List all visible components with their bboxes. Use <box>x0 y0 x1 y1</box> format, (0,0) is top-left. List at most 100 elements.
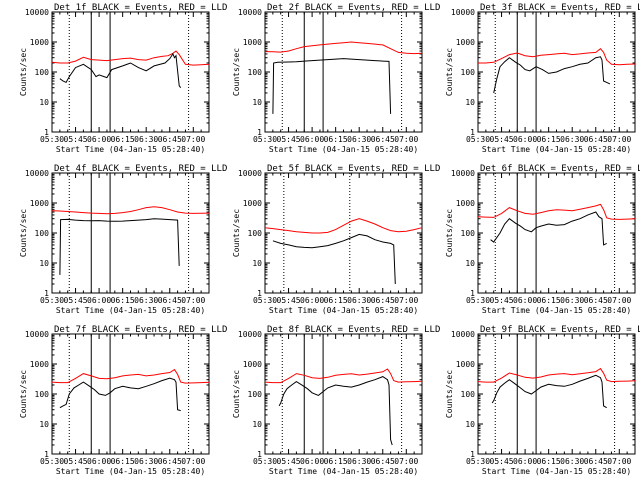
y-tick-label: 100 <box>248 229 263 238</box>
y-tick-label: 1000 <box>456 199 475 208</box>
events-series-line <box>493 56 611 94</box>
x-tick-label: 06:45 <box>371 135 395 144</box>
y-tick-label: 10 <box>465 259 475 268</box>
x-axis-label: Start Time (04-Jan-15 05:28:40) <box>482 467 631 476</box>
x-tick-label: 05:45 <box>277 296 301 305</box>
y-axis-label: Counts/sec <box>232 209 241 257</box>
x-tick-label: 05:45 <box>277 457 301 466</box>
y-axis-label: Counts/sec <box>445 370 454 418</box>
x-tick-label: 06:45 <box>584 135 608 144</box>
y-tick-label: 10 <box>252 420 262 429</box>
x-tick-label: 06:15 <box>111 457 135 466</box>
x-axis-label: Start Time (04-Jan-15 05:28:40) <box>269 467 418 476</box>
y-tick-label: 10 <box>465 98 475 107</box>
x-tick-label: 06:00 <box>87 135 111 144</box>
events-series-line <box>59 52 182 88</box>
x-tick-label: 06:30 <box>347 296 371 305</box>
x-tick-label: 06:00 <box>513 457 537 466</box>
events-series-line <box>490 211 607 246</box>
x-tick-label: 06:45 <box>584 457 608 466</box>
lld-series-line <box>478 48 636 66</box>
y-tick-label: 1 <box>44 289 49 298</box>
x-tick-label: 05:45 <box>277 135 301 144</box>
x-axis-label: Start Time (04-Jan-15 05:28:40) <box>269 145 418 154</box>
x-tick-label: 07:00 <box>181 135 205 144</box>
plot-frame <box>264 11 423 133</box>
panel-title: Det 5f BLACK = Events, RED = LLD <box>267 164 440 174</box>
x-tick-label: 05:45 <box>490 296 514 305</box>
events-series-line <box>272 233 396 285</box>
x-tick-label: 05:45 <box>64 296 88 305</box>
x-tick-label: 06:30 <box>347 135 371 144</box>
lld-series-line <box>51 206 210 215</box>
x-axis-label: Start Time (04-Jan-15 05:28:40) <box>56 145 205 154</box>
x-tick-label: 06:15 <box>111 296 135 305</box>
y-tick-label: 1000 <box>30 360 49 369</box>
x-tick-label: 06:45 <box>158 296 182 305</box>
lld-series-line <box>51 368 210 384</box>
y-tick-label: 1000 <box>30 38 49 47</box>
y-tick-label: 10 <box>39 259 49 268</box>
panel-9: Det 9f BLACK = Events, RED = LLD 1 10 100 10… <box>445 325 640 476</box>
x-tick-label: 07:00 <box>607 457 631 466</box>
x-tick-label: 05:30 <box>466 296 490 305</box>
lld-series-line <box>264 368 423 384</box>
y-tick-label: 10000 <box>238 330 262 339</box>
plot-frame <box>477 172 636 294</box>
x-tick-label: 06:15 <box>537 135 561 144</box>
x-tick-label: 05:30 <box>466 135 490 144</box>
y-tick-label: 100 <box>35 68 50 77</box>
panel-title: Det 9f BLACK = Events, RED = LLD <box>480 325 640 335</box>
y-tick-label: 1 <box>44 450 49 459</box>
x-tick-label: 07:00 <box>181 296 205 305</box>
lld-series-line <box>51 50 210 66</box>
x-tick-label: 07:00 <box>394 457 418 466</box>
x-tick-label: 06:00 <box>513 135 537 144</box>
y-tick-label: 1000 <box>456 360 475 369</box>
x-tick-label: 06:00 <box>87 296 111 305</box>
y-tick-label: 100 <box>461 229 476 238</box>
x-tick-label: 06:30 <box>347 457 371 466</box>
plot-frame <box>51 172 210 294</box>
x-tick-label: 06:30 <box>560 135 584 144</box>
events-series-line <box>59 218 180 275</box>
x-tick-label: 05:30 <box>466 457 490 466</box>
panel-3: Det 3f BLACK = Events, RED = LLD 1 10 100 10… <box>445 3 640 154</box>
y-axis-label: Counts/sec <box>445 48 454 96</box>
panel-5: Det 5f BLACK = Events, RED = LLD 1 10 100 10… <box>232 164 440 315</box>
y-tick-label: 100 <box>35 390 50 399</box>
x-axis-label: Start Time (04-Jan-15 05:28:40) <box>56 306 205 315</box>
y-tick-label: 1 <box>470 450 475 459</box>
x-tick-label: 06:30 <box>134 135 158 144</box>
x-tick-label: 07:00 <box>394 296 418 305</box>
x-tick-label: 06:30 <box>134 296 158 305</box>
y-tick-label: 1 <box>257 450 262 459</box>
y-tick-label: 10 <box>465 420 475 429</box>
x-tick-label: 07:00 <box>607 135 631 144</box>
x-tick-label: 06:15 <box>111 135 135 144</box>
events-series-line <box>491 374 607 409</box>
x-tick-label: 06:45 <box>158 457 182 466</box>
x-tick-label: 06:15 <box>324 135 348 144</box>
x-tick-label: 06:15 <box>537 457 561 466</box>
x-tick-label: 05:30 <box>40 457 64 466</box>
events-series-line <box>278 376 393 446</box>
x-tick-label: 06:00 <box>300 457 324 466</box>
y-tick-label: 10 <box>252 259 262 268</box>
plot-frame <box>477 333 636 455</box>
panel-title: Det 4f BLACK = Events, RED = LLD <box>54 164 227 174</box>
y-axis-label: Counts/sec <box>19 370 28 418</box>
x-tick-label: 06:45 <box>158 135 182 144</box>
y-tick-label: 10 <box>252 98 262 107</box>
x-tick-label: 05:30 <box>40 296 64 305</box>
x-tick-label: 05:45 <box>490 457 514 466</box>
y-tick-label: 1000 <box>30 199 49 208</box>
x-tick-label: 06:00 <box>513 296 537 305</box>
events-series-line <box>272 58 392 114</box>
panel-title: Det 2f BLACK = Events, RED = LLD <box>267 3 440 13</box>
panel-4: Det 4f BLACK = Events, RED = LLD 1 10 100 10… <box>19 164 227 315</box>
y-tick-label: 10 <box>39 98 49 107</box>
x-tick-label: 06:45 <box>584 296 608 305</box>
y-tick-label: 10000 <box>25 169 49 178</box>
x-tick-label: 06:45 <box>371 296 395 305</box>
